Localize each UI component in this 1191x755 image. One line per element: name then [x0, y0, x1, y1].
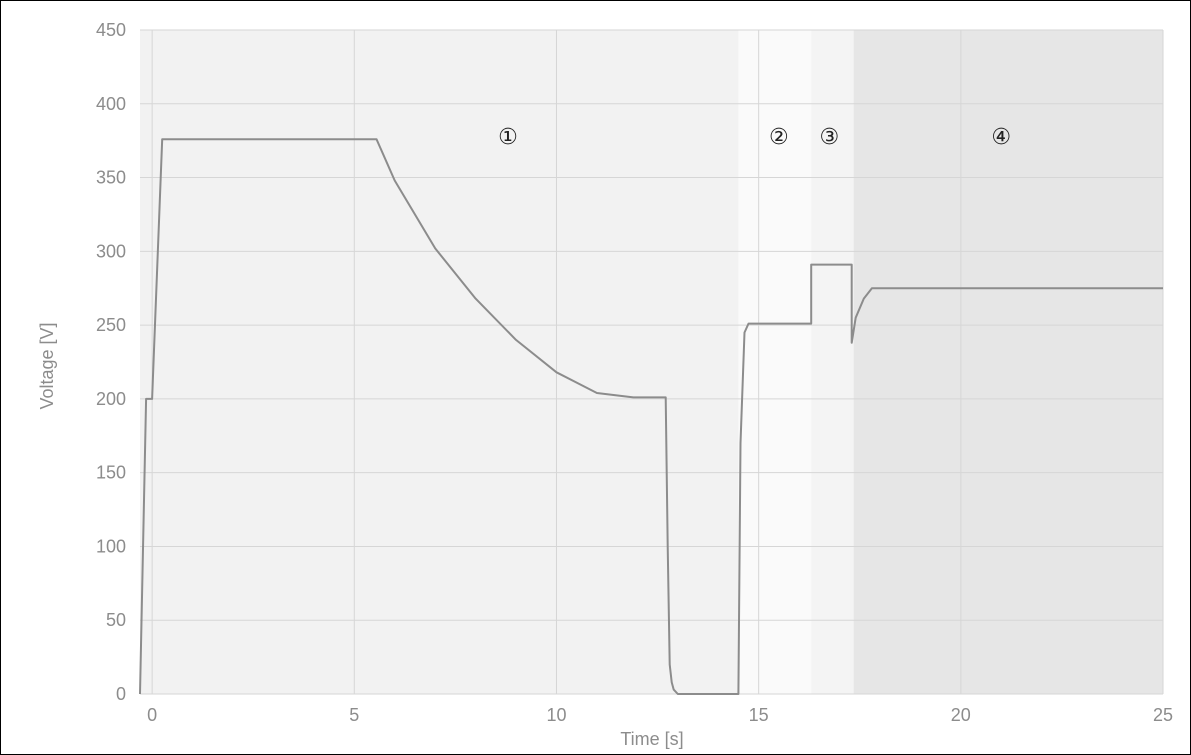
y-tick-label: 400	[96, 94, 126, 114]
y-tick-label: 150	[96, 463, 126, 483]
y-tick-label: 250	[96, 315, 126, 335]
x-tick-label: 0	[147, 705, 157, 725]
region-1	[140, 30, 739, 694]
x-tick-label: 15	[749, 705, 769, 725]
y-tick-labels: 0 50 100 150 200 250 300 350 400 450	[96, 20, 126, 704]
region-label-3: ③	[820, 125, 840, 150]
x-axis-title: Time [s]	[620, 729, 683, 749]
x-tick-label: 5	[349, 705, 359, 725]
y-tick-label: 450	[96, 20, 126, 40]
series-lines	[139, 138, 1163, 695]
region-label-1: ①	[498, 125, 518, 150]
x-tick-label: 10	[546, 705, 566, 725]
x-tick-label: 25	[1153, 705, 1173, 725]
region-2	[738, 30, 812, 694]
y-tick-label: 100	[96, 536, 126, 556]
y-tick-label: 50	[106, 610, 126, 630]
region-label-4: ④	[991, 125, 1011, 150]
y-tick-label: 0	[116, 684, 126, 704]
phase-regions	[140, 30, 1163, 694]
region-4	[853, 30, 1163, 694]
y-tick-label: 300	[96, 241, 126, 261]
region-3	[811, 30, 854, 694]
x-tick-labels: 0 5 10 15 20 25	[147, 705, 1173, 725]
voltage-line-1	[139, 138, 1163, 695]
x-tick-label: 20	[951, 705, 971, 725]
y-tick-label: 350	[96, 168, 126, 188]
grid-lines	[140, 29, 1164, 695]
y-tick-label: 200	[96, 389, 126, 409]
region-label-2: ②	[769, 125, 789, 150]
y-axis-title: Voltage [V]	[37, 322, 57, 409]
region-labels: ① ② ③ ④	[498, 125, 1011, 150]
